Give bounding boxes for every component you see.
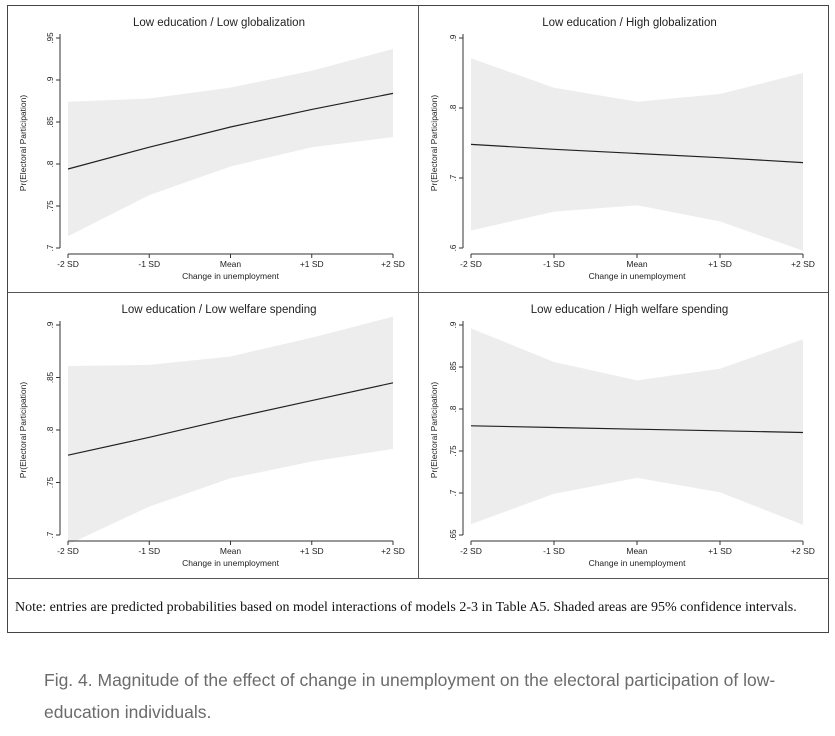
- x-tick-label: +1 SD: [300, 546, 324, 556]
- y-axis-label: Pr(Electoral Participation): [18, 95, 28, 192]
- y-axis-label: Pr(Electoral Participation): [18, 382, 28, 479]
- y-tick-label: .8: [46, 160, 55, 167]
- y-tick-label: .9: [449, 321, 458, 328]
- x-axis-label: Change in unemployment: [589, 558, 687, 568]
- x-tick-label: +1 SD: [708, 259, 732, 269]
- prediction-line: [67, 382, 394, 456]
- panel-high-globalization: Low education / High globalization .6 .7 .8…: [419, 6, 828, 292]
- y-axis-label: Pr(Electoral Participation): [429, 95, 439, 192]
- x-axis-label: Change in unemployment: [182, 271, 280, 281]
- y-tick-label: .8: [449, 104, 458, 111]
- x-tick-label: -1 SD: [138, 259, 160, 269]
- note-divider: [8, 578, 828, 579]
- x-axis-label: Change in unemployment: [589, 271, 687, 281]
- y-tick-label: .85: [449, 361, 458, 373]
- chart-svg: Low education / High globalization .6 .7 .8…: [429, 17, 815, 281]
- panel-high-welfare: Low education / High welfare spending .65…: [419, 293, 828, 578]
- y-tick-label: .7: [46, 531, 55, 538]
- y-tick-label: .75: [46, 476, 55, 488]
- y-tick-label: .7: [449, 489, 458, 496]
- prediction-line: [470, 143, 804, 164]
- y-tick-label: .75: [449, 445, 458, 457]
- y-tick-label: .85: [46, 371, 55, 383]
- x-tick-label: +2 SD: [381, 259, 405, 269]
- chart-title: Low education / High globalization: [542, 17, 717, 29]
- x-tick-label: -1 SD: [543, 259, 565, 269]
- x-tick-label: Mean: [626, 546, 648, 556]
- panel-low-welfare: Low education / Low welfare spending .7 .7…: [8, 293, 418, 578]
- x-tick-label: -1 SD: [138, 546, 160, 556]
- figure-caption: Fig. 4. Magnitude of the effect of chang…: [44, 670, 776, 722]
- y-tick-label: .9: [46, 321, 55, 328]
- y-tick-label: .8: [449, 405, 458, 412]
- prediction-line: [470, 425, 804, 434]
- y-tick-label: .65: [449, 529, 458, 541]
- prediction-line: [67, 92, 394, 170]
- y-tick-label: .95: [46, 32, 55, 44]
- x-tick-label: -2 SD: [57, 546, 79, 556]
- confidence-band: [471, 328, 803, 525]
- chart-title: Low education / Low welfare spending: [122, 304, 317, 316]
- y-tick-label: .9: [46, 76, 55, 83]
- chart-svg: Low education / Low welfare spending .7 .7…: [18, 304, 405, 568]
- x-tick-label: Mean: [220, 546, 242, 556]
- x-tick-label: +2 SD: [381, 546, 405, 556]
- y-tick-label: .8: [46, 426, 55, 433]
- x-tick-label: +2 SD: [791, 546, 815, 556]
- x-axis-label: Change in unemployment: [182, 558, 280, 568]
- panel-low-globalization: Low education / Low globalization .7 .75 .8…: [8, 6, 418, 292]
- figure-note: Note: entries are predicted probabilitie…: [15, 600, 797, 615]
- y-tick-label: .7: [449, 174, 458, 181]
- y-axis-label: Pr(Electoral Participation): [429, 382, 439, 479]
- confidence-band: [68, 48, 393, 237]
- x-tick-label: -2 SD: [57, 259, 79, 269]
- x-tick-label: -2 SD: [460, 259, 482, 269]
- x-tick-label: +2 SD: [791, 259, 815, 269]
- y-tick-label: .75: [46, 200, 55, 212]
- chart-svg: Low education / Low globalization .7 .75 .8…: [18, 17, 405, 281]
- y-tick-label: .7: [46, 244, 55, 251]
- x-tick-label: Mean: [626, 259, 648, 269]
- x-tick-label: +1 SD: [708, 546, 732, 556]
- x-tick-label: -2 SD: [460, 546, 482, 556]
- chart-svg: Low education / High welfare spending .65…: [429, 304, 815, 568]
- confidence-band: [471, 58, 803, 251]
- x-tick-label: Mean: [220, 259, 242, 269]
- y-tick-label: .9: [449, 34, 458, 41]
- x-tick-label: -1 SD: [543, 546, 565, 556]
- chart-title: Low education / Low globalization: [133, 17, 305, 29]
- x-tick-label: +1 SD: [300, 259, 324, 269]
- chart-title: Low education / High welfare spending: [531, 304, 729, 316]
- y-tick-label: .85: [46, 116, 55, 128]
- figure-frame: Low education / Low globalization .7 .75 .8…: [7, 5, 829, 633]
- panel-divider-vertical: [418, 6, 419, 578]
- confidence-band: [68, 316, 393, 545]
- y-tick-label: .6: [449, 244, 458, 251]
